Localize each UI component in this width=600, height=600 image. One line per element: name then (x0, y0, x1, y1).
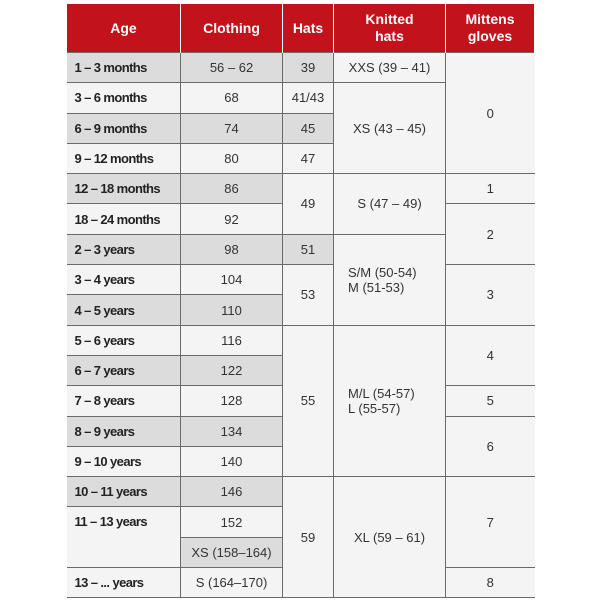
mittens-gloves-cell: 7 (445, 476, 535, 569)
clothing-cell: 86 (180, 173, 283, 205)
header-age: Age (66, 4, 181, 53)
mittens-gloves-cell: 6 (445, 415, 535, 478)
mittens-gloves-cell: 8 (445, 567, 535, 599)
table-row: 7 – 8 years 128 5 (66, 385, 535, 417)
clothing-cell: 98 (180, 233, 283, 266)
knitted-hats-cell: S (47 – 49) (333, 173, 446, 235)
age-cell: 9 – 12 months (66, 142, 181, 175)
clothing-cell: 68 (180, 82, 283, 114)
clothing-cell: 128 (180, 385, 283, 417)
size-chart-table: Age Clothing Hats Knitted hats Mittens g… (66, 4, 535, 599)
mittens-gloves-cell: 3 (445, 264, 535, 326)
mittens-gloves-cell: 5 (445, 385, 535, 417)
table-row: 13 – ... years S (164–170) 8 (66, 567, 535, 599)
hats-cell: 47 (282, 142, 334, 175)
age-cell: 1 – 3 months (66, 51, 181, 84)
table-row: 4 – 5 years 110 (66, 294, 535, 326)
hats-cell: 49 (282, 173, 334, 235)
table-row: 10 – 11 years 146 59 XL (59 – 61) 7 (66, 476, 535, 599)
clothing-cell: XS (158–164) (180, 536, 283, 569)
clothing-cell: 74 (180, 112, 283, 144)
table-row: 5 – 6 years 116 55 M/L (54-57) L (55-57) 4 (66, 324, 535, 478)
mittens-gloves-cell: 2 (445, 203, 535, 266)
table-row: 11 – 13 years 152 (66, 506, 535, 569)
age-cell: 6 – 7 years (66, 354, 181, 387)
clothing-cell: 146 (180, 476, 283, 508)
table-row: 3 – 4 years 104 53 3 (66, 264, 535, 326)
age-cell: 12 – 18 months (66, 173, 181, 205)
clothing-cell: S (164–170) (180, 567, 283, 599)
hats-cell: 41/43 (282, 82, 334, 114)
table-row: 18 – 24 months 92 2 (66, 203, 535, 266)
mittens-gloves-cell: 4 (445, 324, 535, 387)
knitted-hats-cell: S/M (50-54) M (51-53) (333, 233, 446, 326)
age-cell: 18 – 24 months (66, 203, 181, 235)
table-row: 6 – 7 years 122 (66, 354, 535, 387)
age-cell: 3 – 4 years (66, 264, 181, 296)
table-row: 12 – 18 months 86 49 S (47 – 49) 1 (66, 173, 535, 235)
header-clothing: Clothing (180, 4, 283, 53)
age-cell: 4 – 5 years (66, 294, 181, 326)
clothing-cell: 116 (180, 324, 283, 356)
hats-cell: 55 (282, 324, 334, 478)
clothing-cell: 56 – 62 (180, 51, 283, 84)
hats-cell: 39 (282, 51, 334, 84)
clothing-cell: 134 (180, 415, 283, 447)
age-cell: 3 – 6 months (66, 82, 181, 114)
clothing-cell: 152 (180, 506, 283, 538)
age-cell: 10 – 11 years (66, 476, 181, 508)
table-row: 6 – 9 months 74 45 (66, 112, 535, 144)
header-mittens-gloves: Mittens gloves (445, 4, 535, 53)
knitted-hats-cell: XL (59 – 61) (333, 476, 446, 599)
header-hats: Hats (282, 4, 334, 53)
clothing-cell: 140 (180, 445, 283, 478)
clothing-cell: 80 (180, 142, 283, 175)
age-cell: 5 – 6 years (66, 324, 181, 356)
hats-cell: 45 (282, 112, 334, 144)
header-knitted-hats: Knitted hats (333, 4, 446, 53)
header-row: Age Clothing Hats Knitted hats Mittens g… (66, 4, 535, 53)
clothing-cell: 110 (180, 294, 283, 326)
clothing-cell: 92 (180, 203, 283, 235)
table-row: 8 – 9 years 134 6 (66, 415, 535, 478)
age-cell: 9 – 10 years (66, 445, 181, 478)
age-cell: 6 – 9 months (66, 112, 181, 144)
clothing-cell: 104 (180, 264, 283, 296)
age-cell: 13 – ... years (66, 567, 181, 599)
hats-cell: 51 (282, 233, 334, 266)
knitted-hats-cell: XS (43 – 45) (333, 82, 446, 175)
table-row: 9 – 12 months 80 47 (66, 142, 535, 175)
age-cell: 8 – 9 years (66, 415, 181, 447)
table-body: 1 – 3 months 56 – 62 39 XXS (39 – 41) 0 3 – 6… (66, 51, 535, 599)
hats-cell: 53 (282, 264, 334, 326)
age-cell: 7 – 8 years (66, 385, 181, 417)
knitted-hats-cell: M/L (54-57) L (55-57) (333, 324, 446, 478)
knitted-hats-cell: XXS (39 – 41) (333, 51, 446, 84)
mittens-gloves-cell: 1 (445, 173, 535, 205)
mittens-gloves-cell: 0 (445, 51, 535, 175)
clothing-cell: 122 (180, 354, 283, 387)
table-row: 1 – 3 months 56 – 62 39 XXS (39 – 41) 0 (66, 51, 535, 175)
table-row: XS (158–164) (67, 536, 535, 569)
hats-cell: 59 (282, 476, 334, 599)
table-row: 9 – 10 years 140 (66, 445, 535, 478)
age-cell: 11 – 13 years (66, 506, 181, 569)
table-row: 2 – 3 years 98 51 S/M (50-54) M (51-53) (66, 233, 535, 326)
age-cell: 2 – 3 years (66, 233, 181, 266)
